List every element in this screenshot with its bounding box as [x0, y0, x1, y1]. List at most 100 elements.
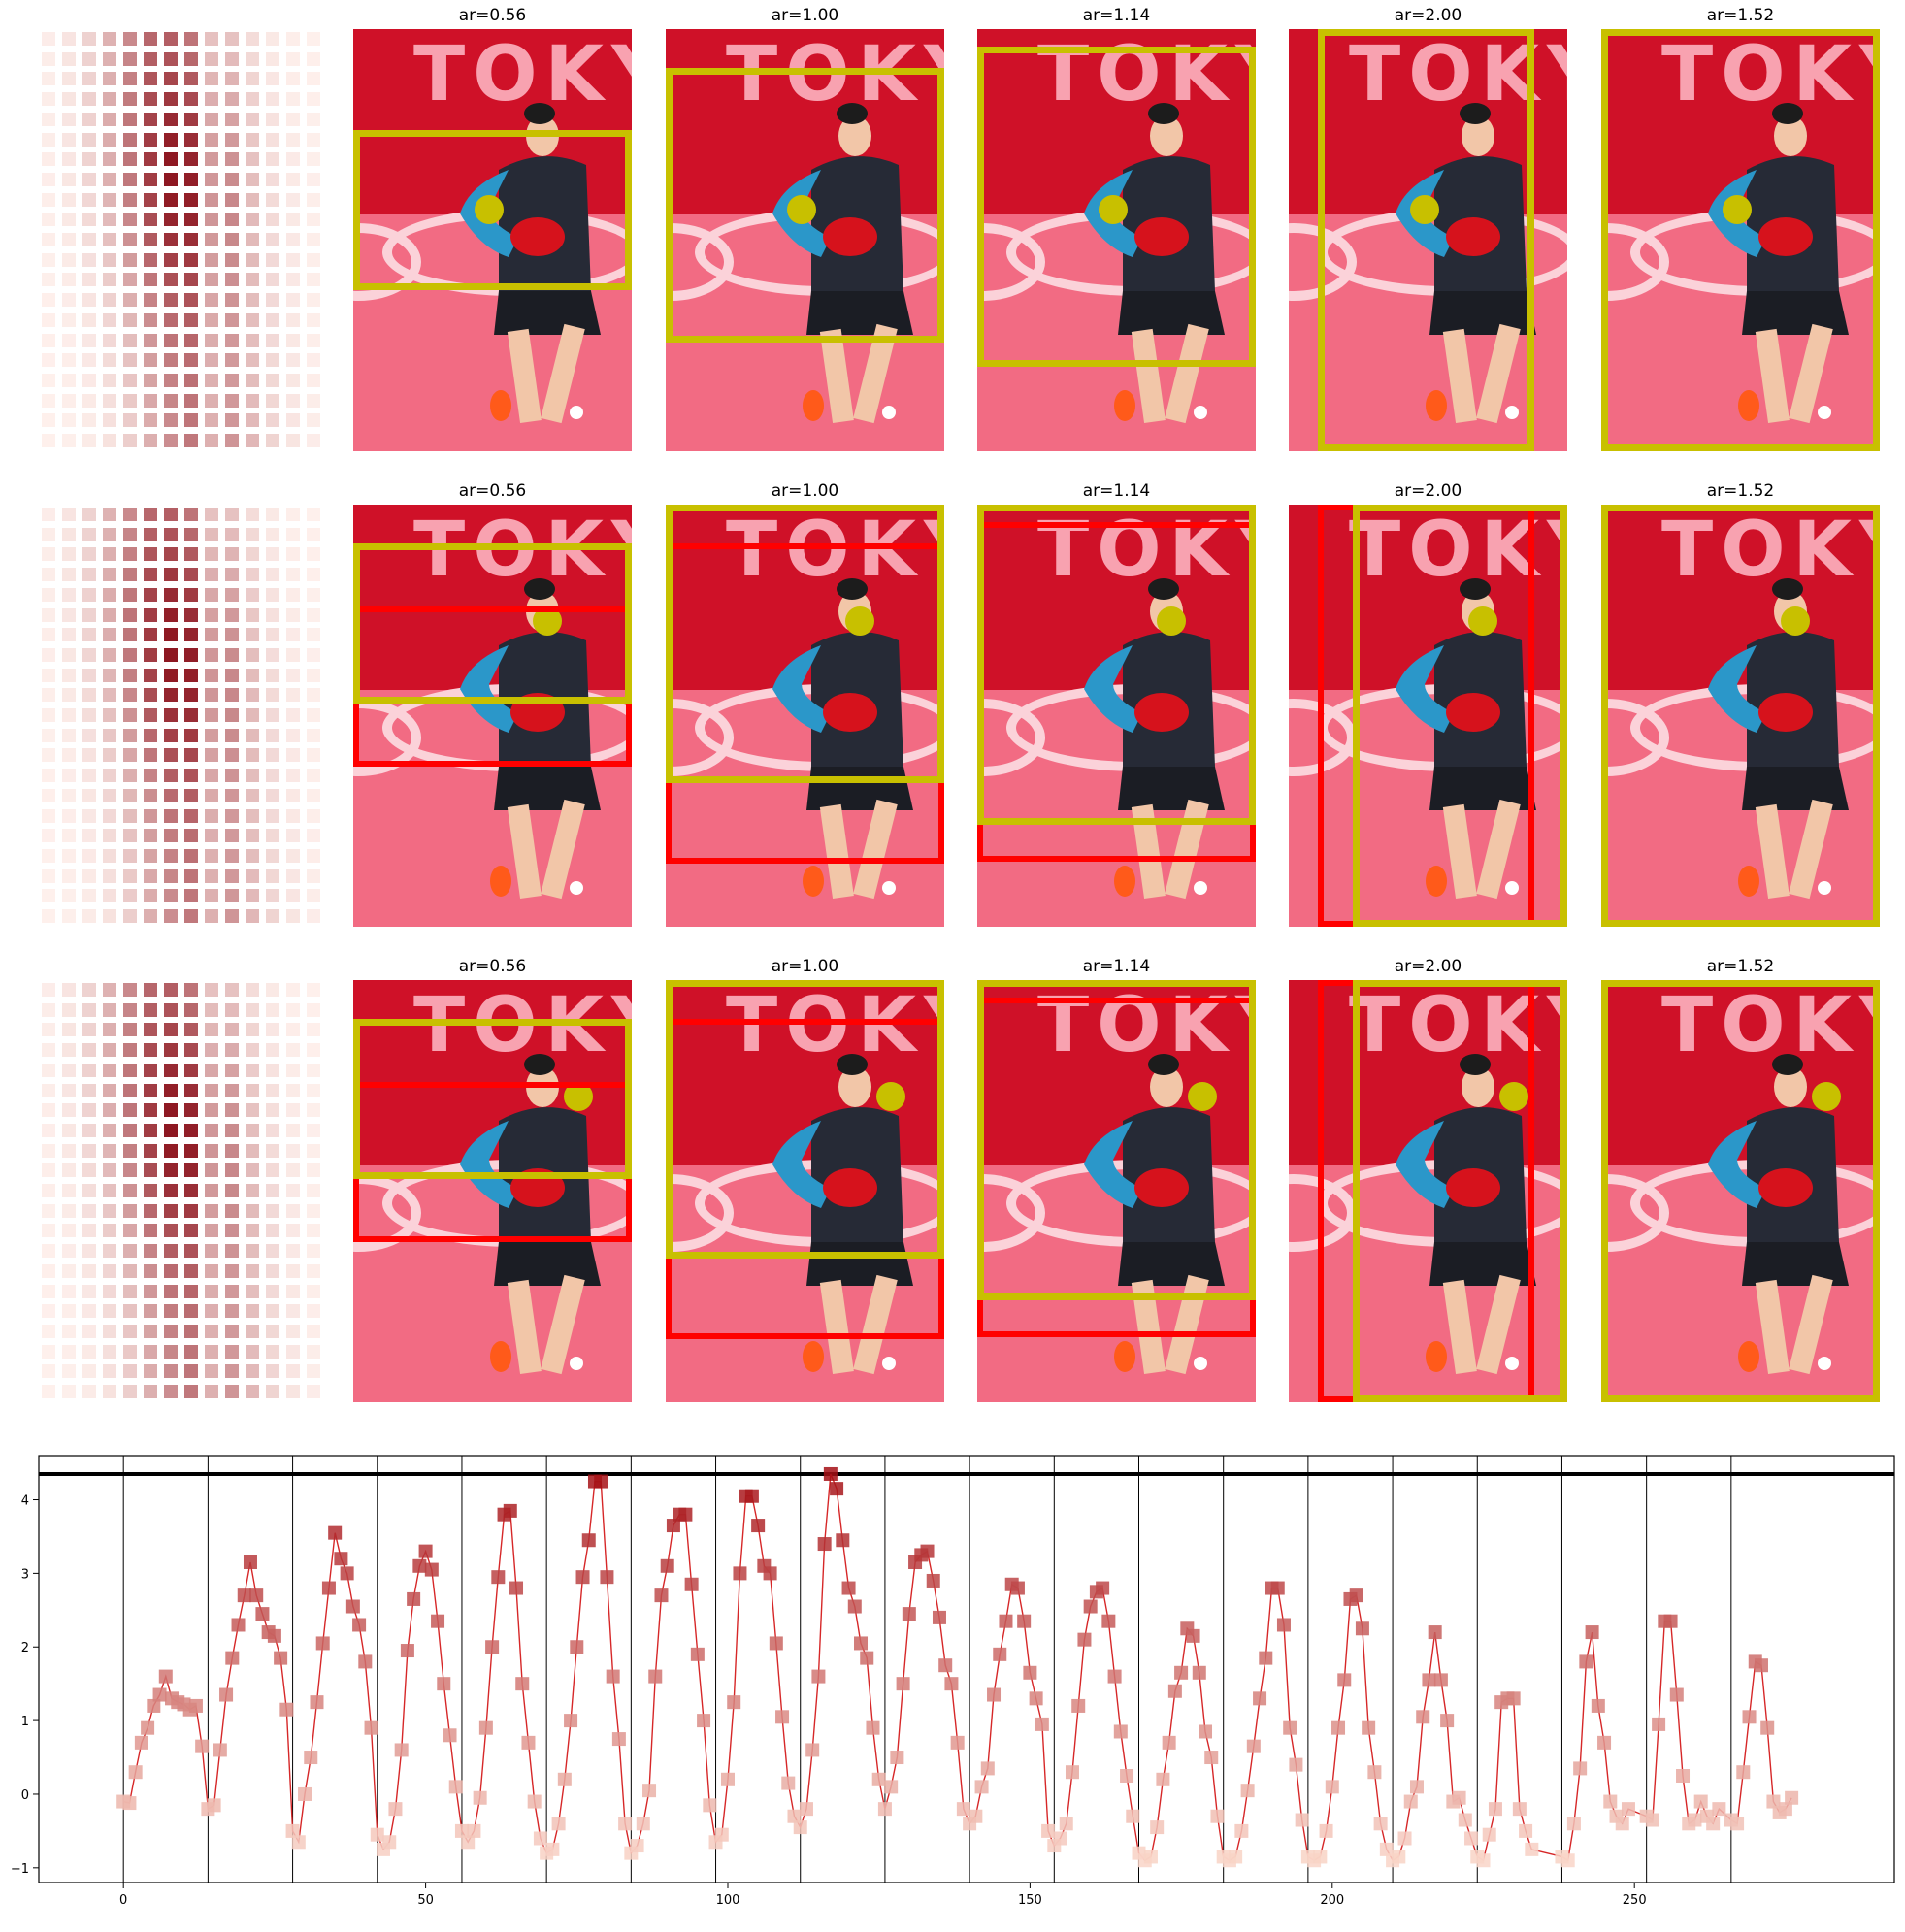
keypoint-dot: [1781, 606, 1810, 636]
heatmap-cell: [82, 92, 96, 107]
data-point-marker: [352, 1618, 367, 1632]
heatmap-cell: [266, 413, 279, 428]
heatmap-cell: [82, 132, 96, 147]
heatmap-cell: [123, 1143, 137, 1158]
heatmap-cell: [246, 172, 259, 186]
heatmap-cell: [246, 252, 259, 267]
data-point-marker: [418, 1544, 433, 1558]
heatmap-cell: [286, 1063, 300, 1077]
data-point-marker: [1754, 1658, 1768, 1673]
heatmap-cell: [205, 769, 218, 783]
heatmap-cell: [286, 312, 300, 327]
heatmap-cell: [286, 829, 300, 843]
heatmap-cell: [42, 434, 55, 447]
heatmap-cell: [42, 172, 55, 186]
heatmap-cell: [266, 708, 279, 722]
heatmap-cell: [123, 333, 137, 347]
heatmap-cell: [184, 1163, 198, 1178]
x-tick-label: 0: [119, 1893, 127, 1908]
heatmap-cell: [184, 547, 198, 562]
heatmap-cell: [144, 1163, 157, 1178]
heatmap-cell: [307, 1263, 320, 1278]
heatmap-cell: [82, 1344, 96, 1359]
heatmap-cell: [246, 1324, 259, 1338]
yellow-bounding-box: [353, 543, 632, 704]
panel-title: ar=1.52: [1706, 957, 1775, 976]
data-point-marker: [902, 1607, 916, 1621]
data-point-marker: [1017, 1614, 1032, 1628]
heatmap-cell: [184, 132, 198, 147]
heatmap-cell: [144, 213, 157, 227]
heatmap-cell: [82, 829, 96, 843]
heatmap-cell: [286, 1364, 300, 1379]
data-point-marker: [1591, 1698, 1605, 1713]
heatmap-cell: [144, 628, 157, 642]
heatmap-cell: [286, 1385, 300, 1398]
heatmap-cell: [266, 1023, 279, 1037]
heatmap-cell: [205, 112, 218, 126]
data-point-marker: [1458, 1813, 1472, 1827]
heatmap-cell: [266, 868, 279, 883]
heatmap-cell: [266, 1344, 279, 1359]
heatmap-cell: [266, 333, 279, 347]
heatmap-cell: [225, 1023, 239, 1037]
heatmap-cell: [62, 1002, 76, 1017]
heatmap-cell: [164, 508, 178, 521]
data-point-marker: [1488, 1802, 1502, 1817]
heatmap-cell: [144, 568, 157, 582]
heatmap-cell: [62, 788, 76, 802]
heatmap-cell: [307, 587, 320, 602]
heatmap-cell: [266, 829, 279, 843]
player-photo: TOKY: [977, 29, 1256, 451]
heatmap-cell: [164, 293, 178, 308]
heatmap-cell: [184, 868, 198, 883]
data-point-marker: [714, 1827, 729, 1842]
heatmap-cell: [82, 808, 96, 823]
heatmap-cell: [225, 434, 239, 447]
heatmap-cell: [42, 72, 55, 86]
heatmap-cell: [205, 132, 218, 147]
data-point-marker: [473, 1790, 487, 1805]
heatmap-cell: [42, 568, 55, 582]
heatmap-cell: [286, 293, 300, 308]
data-point-marker: [394, 1743, 409, 1757]
heatmap-cell: [286, 1244, 300, 1259]
heatmap-cell: [164, 708, 178, 722]
photo-background-text: TOKY: [1037, 982, 1256, 1069]
data-point-marker: [1156, 1772, 1170, 1786]
heatmap-cell: [225, 1284, 239, 1298]
data-point-marker: [1464, 1831, 1479, 1846]
heatmap-cell: [205, 1103, 218, 1118]
heatmap-cell: [144, 829, 157, 843]
heatmap-cell: [225, 32, 239, 46]
heatmap-cell: [103, 393, 116, 408]
data-point-marker: [1652, 1717, 1666, 1731]
heatmap-cell: [307, 1364, 320, 1379]
heatmap-cell: [205, 373, 218, 387]
heatmap-cell: [307, 413, 320, 428]
data-point-marker: [1283, 1720, 1297, 1735]
heatmap-cell: [307, 708, 320, 722]
heatmap-cell: [225, 152, 239, 167]
heatmap-cell: [184, 1203, 198, 1218]
heatmap-cell: [184, 983, 198, 997]
heatmap-cell: [62, 1344, 76, 1359]
heatmap-cell: [62, 72, 76, 86]
heatmap-cell: [225, 728, 239, 742]
heatmap-cell: [164, 1023, 178, 1037]
heatmap-cell: [246, 808, 259, 823]
heatmap-cell: [42, 909, 55, 923]
heatmap-cell: [144, 607, 157, 622]
heatmap-cell: [205, 748, 218, 763]
heatmap-cell: [82, 312, 96, 327]
heatmap-cell: [205, 172, 218, 186]
heatmap-cell: [123, 413, 137, 428]
heatmap-cell: [184, 312, 198, 327]
heatmap-cell: [184, 628, 198, 642]
heatmap-cell: [103, 1143, 116, 1158]
data-point-marker: [884, 1780, 899, 1794]
data-point-marker: [926, 1573, 940, 1588]
heatmap-cell: [82, 393, 96, 408]
heatmap-cell: [123, 1224, 137, 1238]
heatmap-cell: [205, 1002, 218, 1017]
